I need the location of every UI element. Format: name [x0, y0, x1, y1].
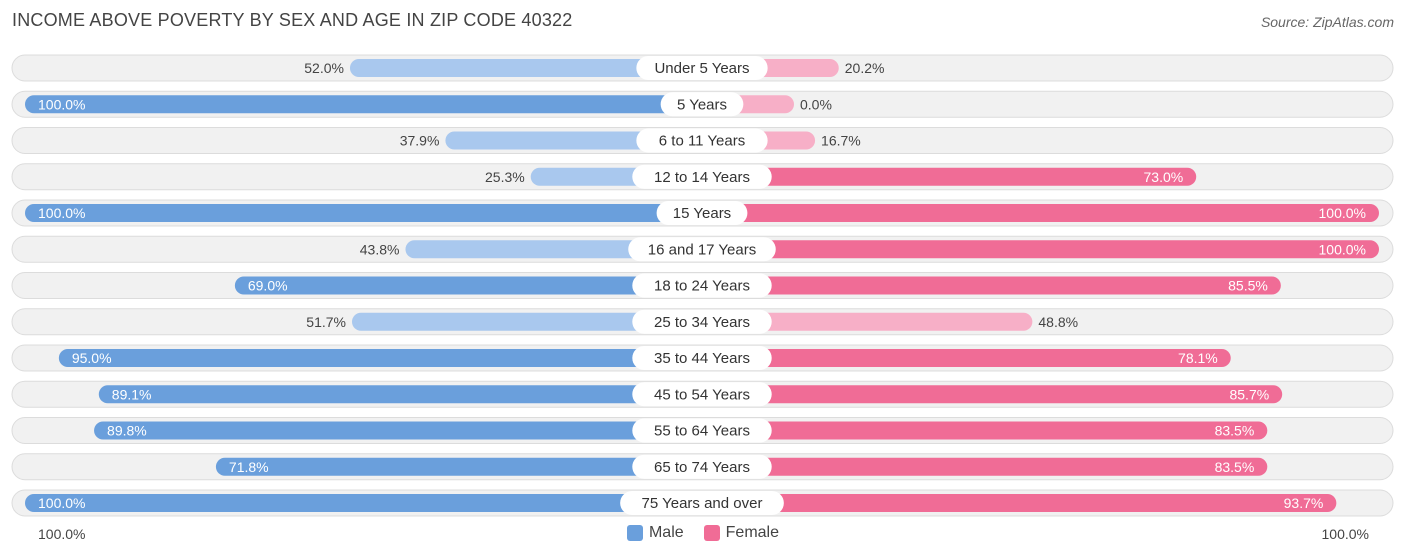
category-pill — [632, 454, 772, 479]
category-label: 18 to 24 Years — [654, 278, 750, 295]
bar-male — [94, 421, 702, 440]
bar-female — [702, 312, 1033, 331]
value-label-male: 95.0% — [72, 350, 112, 366]
value-label-male: 25.3% — [485, 169, 525, 185]
bar-female — [702, 167, 1197, 186]
bar-female — [702, 385, 1283, 404]
bar-male — [405, 240, 702, 259]
bar-female — [702, 276, 1281, 295]
value-label-male: 71.8% — [229, 459, 269, 475]
legend: Male Female — [0, 524, 1406, 542]
category-label: 16 and 17 Years — [648, 241, 756, 258]
bar-male — [98, 385, 703, 404]
axis-left-label: 100.0% — [38, 526, 86, 542]
category-pill — [660, 92, 744, 117]
value-label-male: 51.7% — [306, 314, 346, 330]
bar-male — [349, 59, 702, 77]
value-label-male: 100.0% — [38, 495, 85, 511]
category-pill — [656, 201, 748, 225]
category-label: Under 5 Years — [654, 60, 749, 77]
category-label: 45 to 54 Years — [654, 386, 750, 403]
bar-male — [25, 95, 702, 114]
value-label-female: 48.8% — [1038, 314, 1078, 330]
bar-female — [702, 240, 1379, 259]
value-label-female: 83.5% — [1215, 423, 1255, 439]
bar-male — [25, 204, 702, 222]
value-label-female: 100.0% — [1319, 241, 1366, 257]
category-label: 12 to 14 Years — [654, 169, 750, 186]
source-credit: Source: ZipAtlas.com — [1260, 14, 1394, 30]
bar-female — [702, 494, 1337, 512]
value-label-male: 69.0% — [248, 278, 288, 294]
value-label-male: 100.0% — [38, 205, 85, 221]
category-pill — [632, 382, 772, 407]
bar-female — [702, 421, 1268, 440]
value-label-female: 16.7% — [821, 133, 861, 149]
category-label: 65 to 74 Years — [654, 459, 750, 476]
category-label: 5 Years — [677, 96, 727, 113]
value-label-female: 93.7% — [1284, 495, 1324, 511]
category-label: 6 to 11 Years — [659, 133, 745, 150]
chart-title: INCOME ABOVE POVERTY BY SEX AND AGE IN Z… — [12, 10, 573, 30]
value-label-female: 73.0% — [1144, 169, 1184, 185]
bar-male — [351, 312, 702, 331]
category-label: 35 to 44 Years — [654, 350, 750, 367]
value-label-female: 85.5% — [1228, 278, 1268, 294]
bar-male — [25, 494, 702, 512]
category-label: 15 Years — [673, 205, 731, 222]
legend-item-male[interactable]: Male — [626, 524, 684, 542]
value-label-male: 89.8% — [107, 423, 147, 439]
category-pill — [636, 56, 768, 80]
category-pill — [620, 491, 784, 515]
value-label-male: 52.0% — [304, 60, 344, 76]
category-label: 55 to 64 Years — [654, 423, 750, 440]
bar-male — [215, 457, 702, 476]
legend-male-swatch — [626, 525, 643, 541]
value-label-female: 78.1% — [1178, 350, 1218, 366]
value-label-female: 85.7% — [1229, 386, 1269, 402]
legend-female-label: Female — [725, 524, 780, 541]
bar-female — [702, 349, 1231, 367]
category-pill — [632, 346, 772, 370]
category-pill — [636, 128, 768, 153]
category-pill — [632, 273, 772, 298]
bar-male — [58, 349, 703, 367]
category-pill — [628, 237, 776, 262]
value-label-female: 100.0% — [1319, 205, 1366, 221]
value-label-male: 100.0% — [38, 96, 85, 112]
value-label-female: 0.0% — [800, 96, 832, 112]
legend-male-label: Male — [648, 524, 684, 541]
legend-female-swatch — [703, 525, 720, 541]
value-label-male: 37.9% — [400, 133, 440, 149]
category-label: 75 Years and over — [642, 495, 763, 512]
value-label-female: 83.5% — [1215, 459, 1255, 475]
value-label-male: 43.8% — [360, 241, 400, 257]
value-label-male: 89.1% — [112, 386, 152, 402]
bar-male — [234, 276, 702, 295]
category-pill — [632, 309, 772, 334]
axis-right-label: 100.0% — [1321, 526, 1369, 542]
category-pill — [632, 164, 772, 189]
legend-item-female[interactable]: Female — [703, 524, 780, 542]
category-pill — [632, 418, 772, 443]
diverging-bar-chart: 52.0% 20.2% Under 5 Years 100.0% 0.0% 5 Years… — [11, 54, 1394, 517]
bar-female — [702, 457, 1268, 476]
category-label: 25 to 34 Years — [654, 314, 750, 331]
bar-female — [702, 204, 1379, 222]
value-label-female: 20.2% — [845, 60, 885, 76]
